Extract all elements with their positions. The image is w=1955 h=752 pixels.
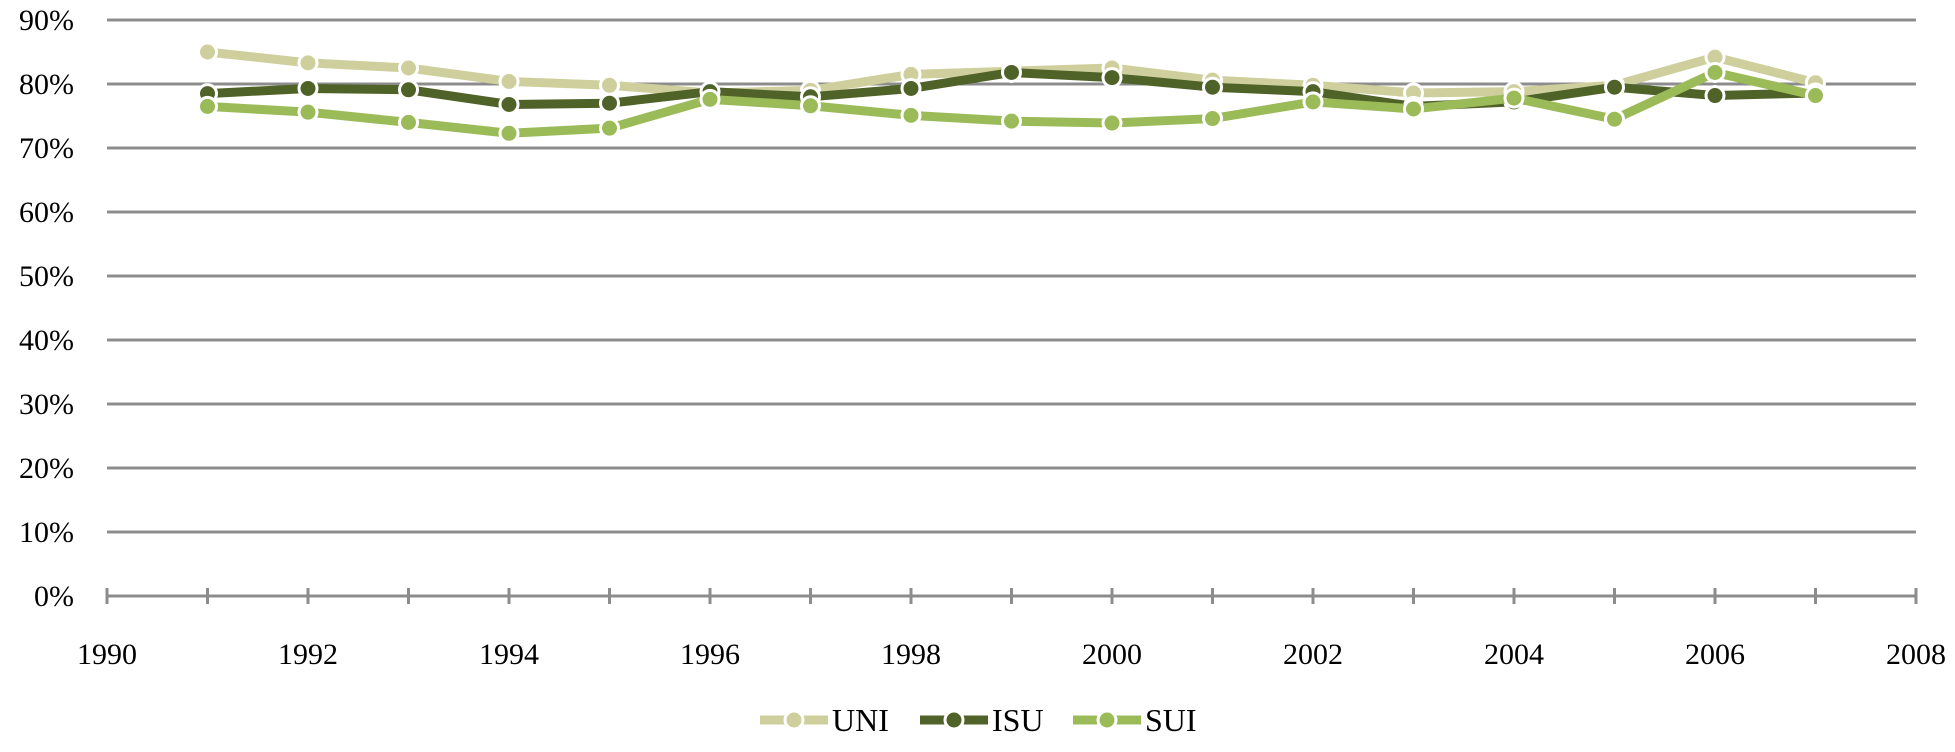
x-tick-label: 2008: [1886, 638, 1946, 671]
x-tick-label: 2004: [1484, 638, 1544, 671]
gridlines: [107, 18, 1916, 534]
data-point: [498, 122, 520, 144]
data-point: [1101, 67, 1123, 89]
x-tick-label: 2002: [1283, 638, 1343, 671]
y-tick-label: 60%: [19, 196, 74, 229]
legend-label: SUI: [1145, 702, 1197, 738]
data-point: [1403, 98, 1424, 120]
data-point: [398, 111, 419, 133]
legend-item: SUI: [1073, 702, 1197, 738]
data-point: [1202, 108, 1223, 130]
y-tick-label: 80%: [19, 68, 74, 101]
data-point: [1302, 91, 1324, 113]
x-tick-label: 1998: [881, 638, 941, 671]
data-point: [1503, 87, 1525, 109]
data-point: [297, 77, 319, 99]
data-point: [1805, 85, 1826, 107]
legend-swatch-marker: [943, 709, 965, 731]
data-point: [599, 92, 620, 114]
x-tick-label: 1992: [278, 638, 338, 671]
x-tick-label: 2000: [1082, 638, 1142, 671]
y-tick-label: 50%: [19, 260, 74, 293]
y-tick-label: 30%: [19, 388, 74, 421]
legend-swatch-marker: [1096, 709, 1118, 731]
data-point: [1202, 76, 1223, 98]
y-tick-label: 10%: [19, 516, 74, 549]
legend-item: ISU: [920, 702, 1044, 738]
x-tick-label: 1990: [77, 638, 137, 671]
data-point: [1101, 112, 1123, 134]
y-tick-label: 20%: [19, 452, 74, 485]
data-point: [1001, 61, 1022, 83]
series-lines: [197, 41, 1826, 144]
data-point: [498, 93, 520, 115]
data-point: [900, 77, 922, 99]
x-tick-label: 1994: [479, 638, 539, 671]
data-point: [398, 79, 419, 101]
data-point: [900, 104, 922, 126]
data-point: [197, 41, 218, 63]
y-tick-label: 90%: [19, 4, 74, 37]
data-point: [599, 117, 620, 139]
axes: 0% 10% 20% 30% 40% 50% 60% 70% 80% 90% 1990 1992 199…: [19, 4, 1946, 671]
y-tick-label: 0%: [34, 580, 74, 613]
data-point: [599, 74, 620, 96]
legend-label: UNI: [832, 702, 889, 738]
y-tick-label: 40%: [19, 324, 74, 357]
data-point: [498, 70, 520, 92]
data-point: [297, 101, 319, 123]
data-point: [1704, 85, 1726, 107]
legend-swatch-marker: [783, 709, 805, 731]
x-tick-label: 1996: [680, 638, 740, 671]
data-point: [297, 52, 319, 74]
data-point: [699, 88, 721, 110]
legend-item: UNI: [760, 702, 889, 738]
x-tick-label: 2006: [1685, 638, 1745, 671]
data-point: [1001, 110, 1022, 132]
data-point: [800, 95, 821, 117]
data-point: [197, 95, 218, 117]
data-point: [1604, 108, 1625, 130]
data-point: [1604, 76, 1625, 98]
y-tick-label: 70%: [19, 132, 74, 165]
legend: UNI ISU SUI: [760, 702, 1197, 738]
legend-label: ISU: [992, 702, 1044, 738]
series-sui: [197, 61, 1826, 144]
data-point: [1704, 61, 1726, 83]
data-point: [398, 57, 419, 79]
